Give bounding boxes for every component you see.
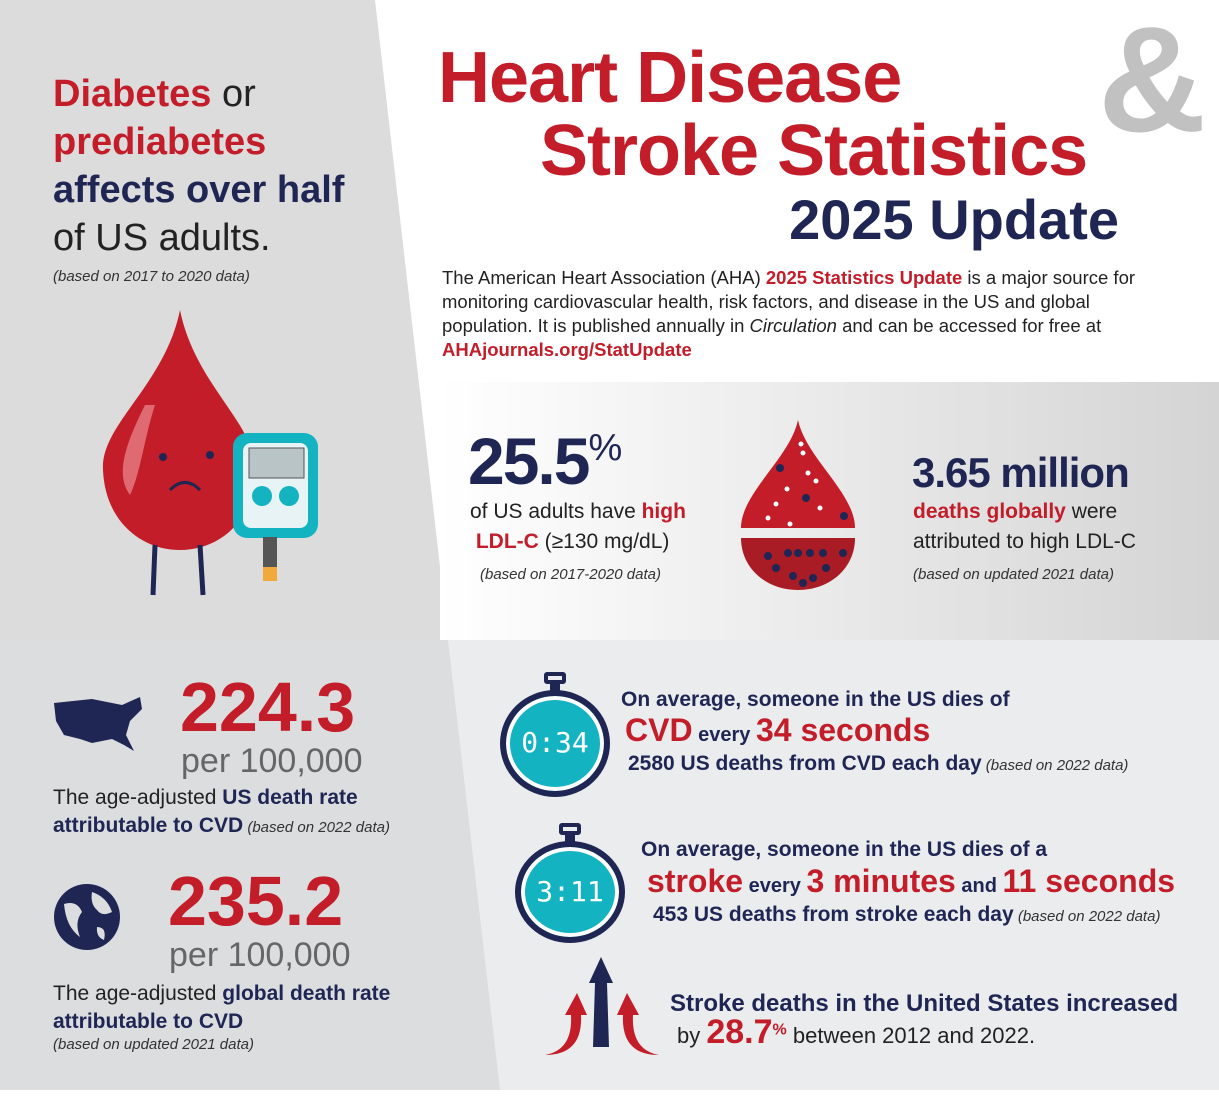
stopwatch-cvd-icon: 0:34 bbox=[500, 672, 610, 797]
title-line3: 2025 Update bbox=[789, 188, 1119, 251]
cvd-line3: 2580 US deaths from CVD each day (based … bbox=[628, 752, 1129, 775]
diabetes-note: (based on 2017 to 2020 data) bbox=[53, 268, 250, 285]
diabetes-headline: Diabetes or prediabetes affects over hal… bbox=[53, 73, 345, 259]
global-rate-description: The age-adjusted global death rate attrib… bbox=[53, 982, 391, 1033]
us-map-icon bbox=[54, 697, 142, 751]
us-rate-description: The age-adjusted US death rate attributab… bbox=[53, 786, 390, 837]
stroke-timer-display: 3:11 bbox=[536, 875, 604, 908]
ldl-note: (based on 2017-2020 data) bbox=[480, 566, 661, 583]
global-ldl-value: 3.65 million bbox=[912, 449, 1130, 496]
cvd-timer-display: 0:34 bbox=[521, 726, 589, 759]
stroke-line1: On average, someone in the US dies of a bbox=[641, 838, 1048, 861]
ldl-percent: 25.5% bbox=[468, 424, 622, 498]
title-line2: Stroke Statistics bbox=[540, 111, 1088, 191]
us-rate-per: per 100,000 bbox=[181, 742, 363, 780]
title-line1: Heart Disease bbox=[438, 38, 902, 118]
cvd-line2: CVD every 34 seconds bbox=[625, 712, 931, 748]
global-ldl-description: deaths globally were attributed to high L… bbox=[913, 500, 1136, 553]
statupdate-link[interactable]: AHAjournals.org/StatUpdate bbox=[442, 339, 692, 360]
blood-drop-mascot-icon bbox=[102, 310, 318, 596]
global-rate-per: per 100,000 bbox=[169, 936, 351, 974]
ampersand: & bbox=[1098, 0, 1207, 163]
us-rate-value: 224.3 bbox=[180, 668, 356, 746]
cvd-line1: On average, someone in the US dies of bbox=[621, 688, 1010, 711]
global-ldl-note: (based on updated 2021 data) bbox=[913, 566, 1114, 583]
global-rate-note: (based on updated 2021 data) bbox=[53, 1036, 254, 1053]
ldl-description: of US adults have high LDL-C (≥130 mg/dL… bbox=[470, 500, 686, 553]
stroke-line2: stroke every 3 minutes and 11 seconds bbox=[647, 863, 1176, 899]
global-rate-value: 235.2 bbox=[168, 862, 344, 940]
increase-line2: by 28.7% between 2012 and 2022. bbox=[677, 1013, 1036, 1051]
stopwatch-stroke-icon: 3:11 bbox=[515, 823, 625, 943]
increase-line1: Stroke deaths in the United States incre… bbox=[670, 990, 1179, 1017]
rising-arrows-icon bbox=[545, 957, 659, 1055]
intro-paragraph: The American Heart Association (AHA) 202… bbox=[442, 267, 1136, 360]
stroke-line3: 453 US deaths from stroke each day (base… bbox=[653, 903, 1161, 926]
globe-icon bbox=[54, 884, 120, 950]
blood-drop-cholesterol-icon bbox=[741, 420, 855, 590]
